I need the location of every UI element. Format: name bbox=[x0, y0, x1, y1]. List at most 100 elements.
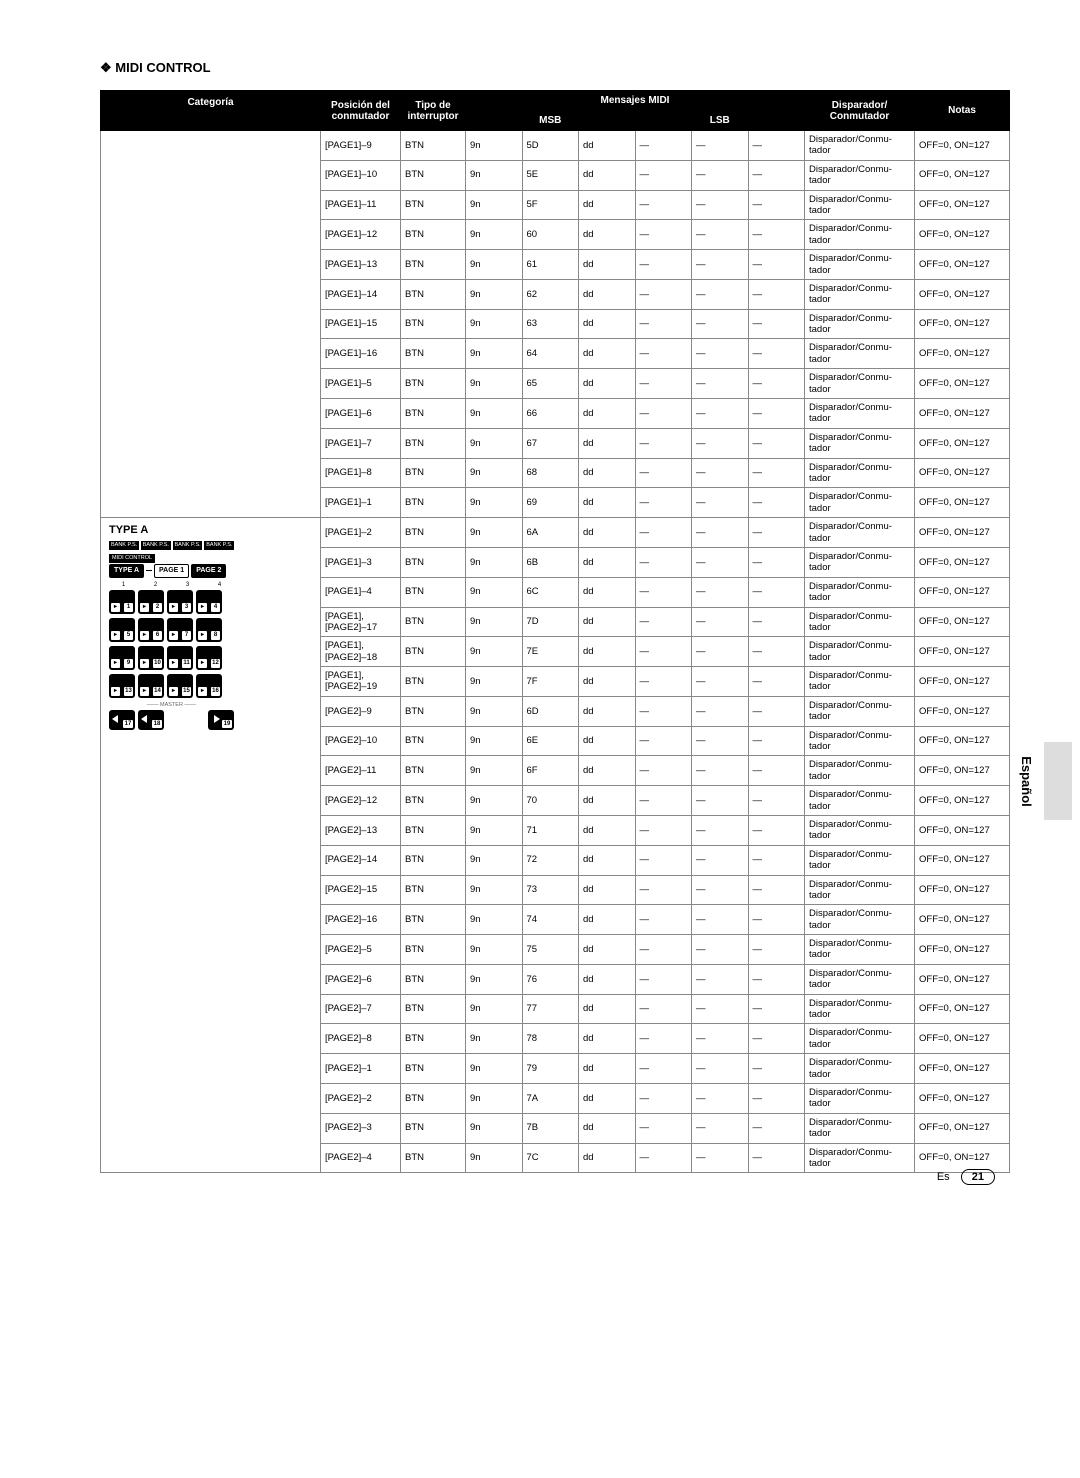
pad-4: ▸ 4 bbox=[196, 590, 222, 614]
midi-control-label: MIDI CONTROL bbox=[109, 554, 155, 563]
cell-msb2: 6D bbox=[522, 696, 579, 726]
cell-disp: Disparador/Conmu-tador bbox=[805, 1143, 915, 1173]
cell-tipo: BTN bbox=[401, 756, 466, 786]
cell-msb2: 63 bbox=[522, 309, 579, 339]
cell-msb2: 61 bbox=[522, 250, 579, 280]
cell-msb1: 9n bbox=[466, 696, 523, 726]
cell-lsb2: — bbox=[692, 488, 749, 518]
cell-lsb1: — bbox=[635, 547, 692, 577]
cell-msb1: 9n bbox=[466, 547, 523, 577]
cell-tipo: BTN bbox=[401, 577, 466, 607]
cell-msb3: dd bbox=[579, 160, 636, 190]
cell-lsb2: — bbox=[692, 994, 749, 1024]
cell-lsb1: — bbox=[635, 994, 692, 1024]
cell-msb2: 70 bbox=[522, 786, 579, 816]
cell-notas: OFF=0, ON=127 bbox=[915, 1024, 1010, 1054]
cell-msb3: dd bbox=[579, 250, 636, 280]
cell-msb1: 9n bbox=[466, 279, 523, 309]
cell-msb3: dd bbox=[579, 190, 636, 220]
cell-msb2: 5F bbox=[522, 190, 579, 220]
cell-msb2: 71 bbox=[522, 815, 579, 845]
cell-lsb3: — bbox=[748, 607, 805, 637]
language-tab: Español bbox=[1015, 748, 1038, 815]
cell-lsb1: — bbox=[635, 250, 692, 280]
cell-notas: OFF=0, ON=127 bbox=[915, 1113, 1010, 1143]
cell-lsb3: — bbox=[748, 964, 805, 994]
cell-disp: Disparador/Conmu-tador bbox=[805, 637, 915, 667]
cell-lsb3: — bbox=[748, 399, 805, 429]
cell-msb3: dd bbox=[579, 547, 636, 577]
cell-lsb1: — bbox=[635, 488, 692, 518]
cell-tipo: BTN bbox=[401, 905, 466, 935]
pad-11: ▸ 11 bbox=[167, 646, 193, 670]
cell-tipo: BTN bbox=[401, 309, 466, 339]
cell-msb2: 6E bbox=[522, 726, 579, 756]
cell-notas: OFF=0, ON=127 bbox=[915, 399, 1010, 429]
cell-tipo: BTN bbox=[401, 458, 466, 488]
cell-lsb1: — bbox=[635, 1084, 692, 1114]
cell-pos: [PAGE1]–10 bbox=[321, 160, 401, 190]
th-disparador: Disparador/ Conmutador bbox=[805, 91, 915, 131]
cell-msb1: 9n bbox=[466, 607, 523, 637]
cell-lsb3: — bbox=[748, 577, 805, 607]
cell-pos: [PAGE1], [PAGE2]–19 bbox=[321, 667, 401, 697]
cell-pos: [PAGE1]–11 bbox=[321, 190, 401, 220]
cell-disp: Disparador/Conmu-tador bbox=[805, 994, 915, 1024]
cell-pos: [PAGE1]–16 bbox=[321, 339, 401, 369]
cell-disp: Disparador/Conmu-tador bbox=[805, 667, 915, 697]
cell-msb3: dd bbox=[579, 339, 636, 369]
cell-lsb1: — bbox=[635, 190, 692, 220]
cell-msb3: dd bbox=[579, 667, 636, 697]
cell-lsb2: — bbox=[692, 369, 749, 399]
cell-msb2: 74 bbox=[522, 905, 579, 935]
cell-lsb2: — bbox=[692, 279, 749, 309]
cell-notas: OFF=0, ON=127 bbox=[915, 428, 1010, 458]
cell-lsb2: — bbox=[692, 1143, 749, 1173]
cell-lsb3: — bbox=[748, 815, 805, 845]
cell-notas: OFF=0, ON=127 bbox=[915, 250, 1010, 280]
cell-tipo: BTN bbox=[401, 607, 466, 637]
cell-msb3: dd bbox=[579, 279, 636, 309]
pad-10: ▸ 10 bbox=[138, 646, 164, 670]
cell-notas: OFF=0, ON=127 bbox=[915, 220, 1010, 250]
bank-label: BANK P.S. bbox=[173, 541, 203, 550]
cell-disp: Disparador/Conmu-tador bbox=[805, 547, 915, 577]
cell-lsb3: — bbox=[748, 160, 805, 190]
cell-disp: Disparador/Conmu-tador bbox=[805, 369, 915, 399]
side-tab-bg bbox=[1044, 742, 1072, 820]
category-cell-blank bbox=[101, 131, 321, 518]
cell-msb2: 62 bbox=[522, 279, 579, 309]
cell-disp: Disparador/Conmu-tador bbox=[805, 964, 915, 994]
cell-msb3: dd bbox=[579, 845, 636, 875]
cell-lsb1: — bbox=[635, 726, 692, 756]
cell-lsb2: — bbox=[692, 339, 749, 369]
cell-lsb3: — bbox=[748, 220, 805, 250]
pad-13: ▸ 13 bbox=[109, 674, 135, 698]
cell-pos: [PAGE1]–13 bbox=[321, 250, 401, 280]
cell-msb1: 9n bbox=[466, 1054, 523, 1084]
cell-notas: OFF=0, ON=127 bbox=[915, 518, 1010, 548]
cell-msb1: 9n bbox=[466, 488, 523, 518]
cell-lsb3: — bbox=[748, 756, 805, 786]
pad-14: ▸ 14 bbox=[138, 674, 164, 698]
cell-msb3: dd bbox=[579, 1143, 636, 1173]
cell-disp: Disparador/Conmu-tador bbox=[805, 250, 915, 280]
cell-pos: [PAGE2]–7 bbox=[321, 994, 401, 1024]
cell-pos: [PAGE1]–4 bbox=[321, 577, 401, 607]
th-categoria: Categoría bbox=[101, 91, 321, 131]
cell-disp: Disparador/Conmu-tador bbox=[805, 399, 915, 429]
cell-tipo: BTN bbox=[401, 964, 466, 994]
cell-msb1: 9n bbox=[466, 815, 523, 845]
cell-lsb1: — bbox=[635, 935, 692, 965]
cell-lsb2: — bbox=[692, 875, 749, 905]
cell-notas: OFF=0, ON=127 bbox=[915, 1084, 1010, 1114]
cell-lsb1: — bbox=[635, 1054, 692, 1084]
cell-tipo: BTN bbox=[401, 875, 466, 905]
cell-lsb1: — bbox=[635, 577, 692, 607]
cell-pos: [PAGE2]–14 bbox=[321, 845, 401, 875]
cell-pos: [PAGE2]–2 bbox=[321, 1084, 401, 1114]
cell-lsb2: — bbox=[692, 250, 749, 280]
cell-msb2: 7F bbox=[522, 667, 579, 697]
cell-pos: [PAGE2]–5 bbox=[321, 935, 401, 965]
cell-lsb3: — bbox=[748, 131, 805, 161]
